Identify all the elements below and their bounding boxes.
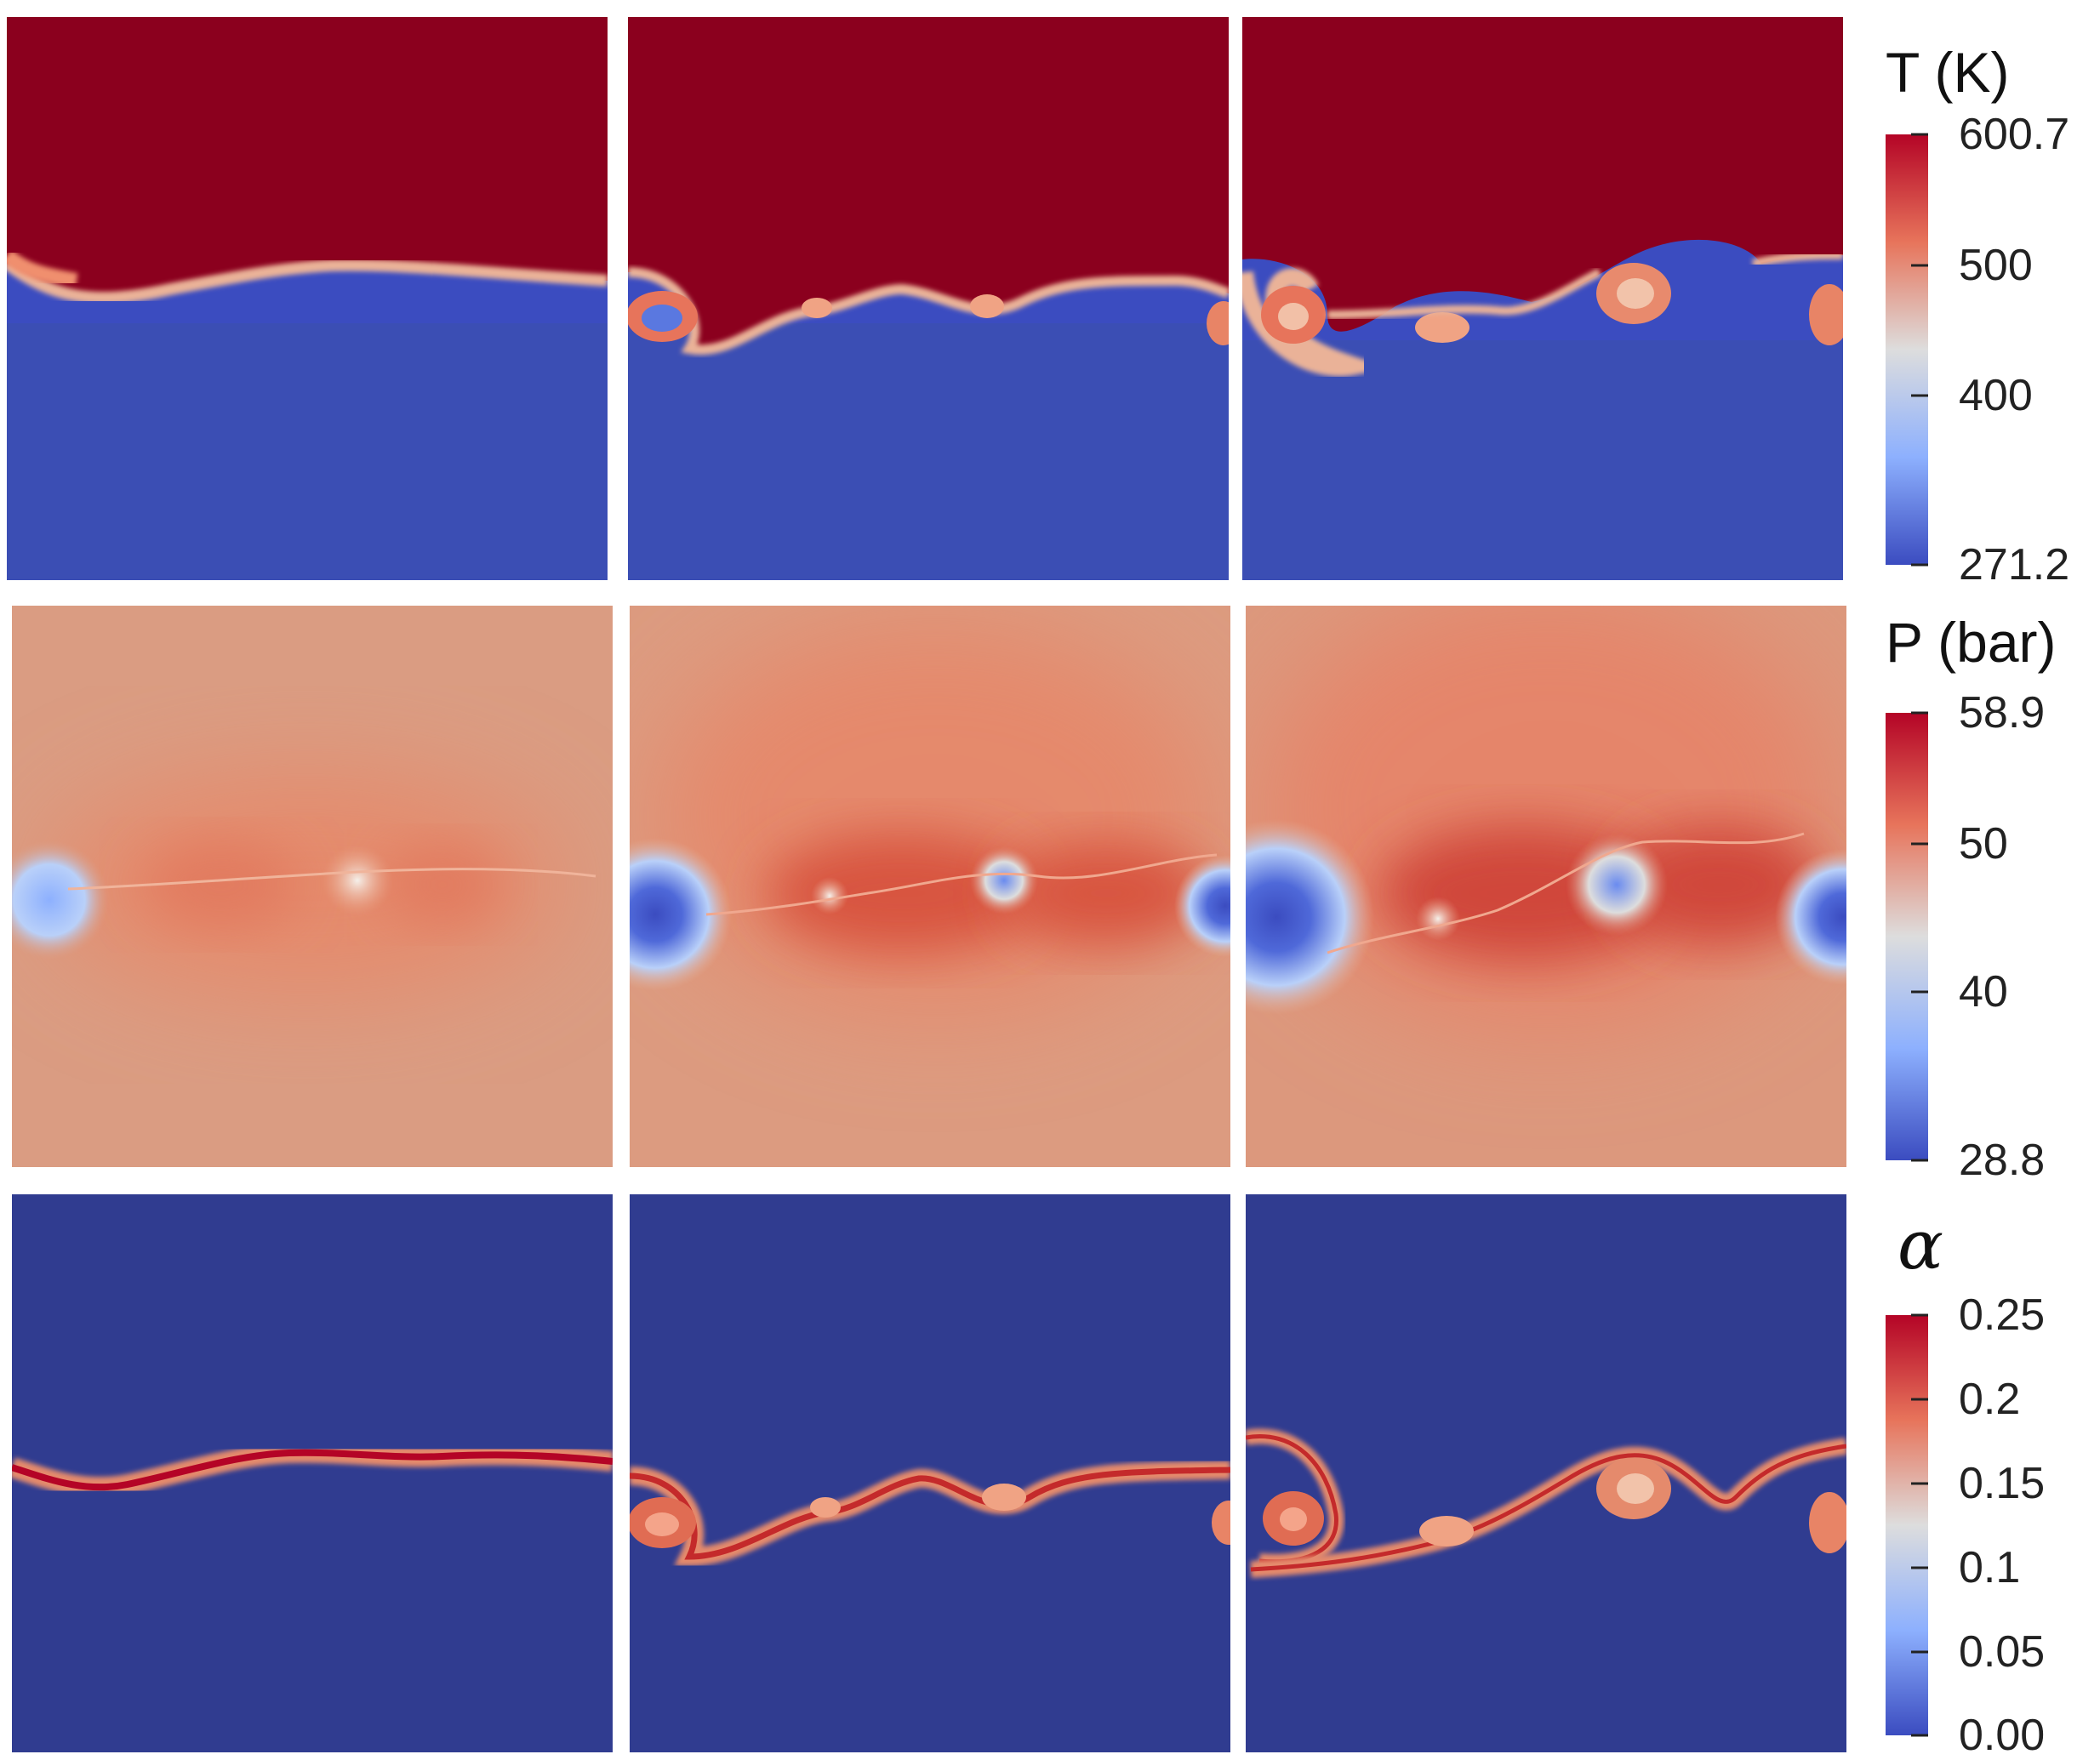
tick-label: 50	[1959, 819, 2008, 869]
tick-label: 400	[1959, 371, 2033, 420]
tick-label: 500	[1959, 241, 2033, 290]
temperature-panel-2	[628, 17, 1229, 580]
tick-label: 600.7	[1959, 110, 2070, 159]
pressure-panel-1	[12, 606, 613, 1167]
alpha-panel-2	[630, 1194, 1230, 1752]
alpha-panel-1	[12, 1194, 613, 1752]
colorbar-title-temperature: T (K)	[1886, 41, 2010, 104]
tick-label: 40	[1959, 967, 2008, 1017]
colorbar-temperature	[1886, 133, 1928, 567]
tick-label: 0.25	[1959, 1290, 2046, 1340]
tick-label: 58.9	[1959, 688, 2046, 738]
tick-label: 0.1	[1959, 1543, 2021, 1592]
pressure-panel-2	[630, 606, 1230, 1167]
tick-label: 0.15	[1959, 1459, 2046, 1508]
tick-label: 0.05	[1959, 1627, 2046, 1677]
temperature-panel-1	[7, 17, 608, 580]
temperature-panel-3	[1242, 17, 1843, 580]
colorbar-pressure	[1886, 711, 1928, 1162]
tick-label: 0.2	[1959, 1375, 2021, 1424]
tick-label: 271.2	[1959, 540, 2070, 590]
colorbar-title-alpha: α	[1897, 1205, 1944, 1284]
alpha-panel-3	[1246, 1194, 1846, 1752]
tick-label: 0.00	[1959, 1711, 2046, 1760]
pressure-panel-3	[1246, 606, 1846, 1167]
colorbar-volume-fraction	[1886, 1313, 1928, 1737]
colorbar-title-pressure: P (bar)	[1886, 611, 2057, 674]
tick-label: 28.8	[1959, 1136, 2046, 1185]
